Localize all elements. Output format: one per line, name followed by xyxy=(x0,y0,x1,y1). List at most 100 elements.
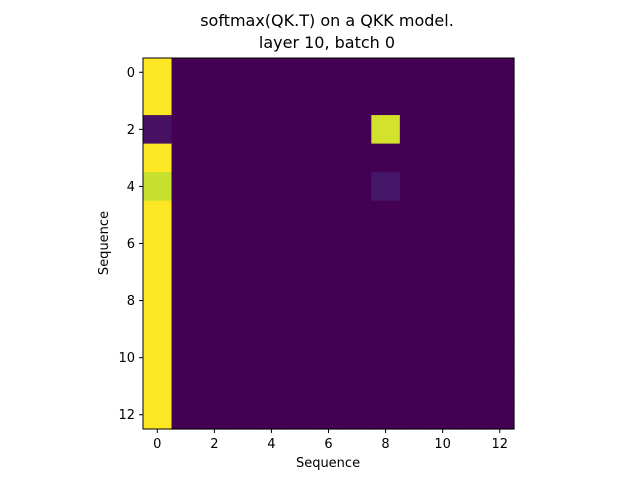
heatmap-cell xyxy=(228,343,258,373)
heatmap-cell xyxy=(428,172,458,202)
heatmap-cell xyxy=(428,200,458,230)
heatmap-cell xyxy=(257,115,287,145)
heatmap-cell xyxy=(257,172,287,202)
y-tick-label: 0 xyxy=(127,66,135,81)
heatmap-cell xyxy=(285,86,315,116)
heatmap-cell xyxy=(171,115,201,145)
heatmap-cell xyxy=(428,400,458,430)
heatmap-cell xyxy=(171,257,201,287)
heatmap-cell xyxy=(371,229,401,259)
heatmap-cell xyxy=(285,257,315,287)
heatmap-cell xyxy=(285,58,315,88)
heatmap-cell xyxy=(314,115,344,145)
heatmap-cell xyxy=(143,400,173,430)
y-axis-ticks: 0 2 4 6 8 10 12 xyxy=(118,66,143,423)
heatmap-cell xyxy=(257,58,287,88)
heatmap-cell xyxy=(399,371,429,402)
heatmap-cell xyxy=(257,86,287,116)
heatmap-cell xyxy=(428,115,458,145)
heatmap-cell xyxy=(171,58,201,88)
heatmap-cell xyxy=(171,172,201,202)
heatmap-cell xyxy=(399,286,429,316)
heatmap-cell xyxy=(428,314,458,344)
heatmap-cell xyxy=(485,200,515,230)
heatmap-cell xyxy=(285,343,315,373)
heatmap-cell xyxy=(171,314,201,344)
heatmap-cell xyxy=(371,400,401,430)
heatmap-cell xyxy=(200,371,230,402)
heatmap-cell xyxy=(456,172,487,202)
heatmap-cell xyxy=(428,229,458,259)
heatmap-cell xyxy=(143,58,173,88)
x-tick-label: 8 xyxy=(381,437,389,452)
heatmap-cell xyxy=(143,200,173,230)
heatmap-cell xyxy=(200,143,230,173)
heatmap-cell xyxy=(285,115,315,145)
heatmap-cell xyxy=(428,143,458,173)
heatmap-cell xyxy=(200,115,230,145)
heatmap-cell xyxy=(456,86,487,116)
heatmap-cell xyxy=(200,257,230,287)
heatmap-cell xyxy=(399,86,429,116)
heatmap-cell xyxy=(428,343,458,373)
heatmap-cell xyxy=(228,314,258,344)
heatmap-cell xyxy=(456,371,487,402)
heatmap-cell xyxy=(228,115,258,145)
heatmap-cell xyxy=(143,229,173,259)
heatmap-cell xyxy=(285,400,315,430)
heatmap-cell xyxy=(257,200,287,230)
heatmap-cells xyxy=(143,58,515,430)
heatmap-cell xyxy=(143,286,173,316)
heatmap-cell xyxy=(485,86,515,116)
heatmap-cell xyxy=(371,115,401,145)
heatmap-cell xyxy=(399,200,429,230)
heatmap-cell xyxy=(285,200,315,230)
heatmap-cell xyxy=(485,257,515,287)
heatmap-cell xyxy=(399,314,429,344)
heatmap-cell xyxy=(428,286,458,316)
heatmap-cell xyxy=(371,143,401,173)
heatmap-cell xyxy=(314,172,344,202)
heatmap-cell xyxy=(171,400,201,430)
x-tick-label: 6 xyxy=(324,437,332,452)
x-tick-label: 12 xyxy=(491,437,508,452)
heatmap-cell xyxy=(228,371,258,402)
heatmap-cell xyxy=(428,58,458,88)
heatmap-cell xyxy=(371,257,401,287)
heatmap-cell xyxy=(314,86,344,116)
heatmap-cell xyxy=(314,400,344,430)
heatmap-cell xyxy=(171,286,201,316)
heatmap-cell xyxy=(485,58,515,88)
heatmap-cell xyxy=(342,143,372,173)
heatmap-cell xyxy=(143,314,173,344)
y-tick-label: 6 xyxy=(127,237,135,252)
heatmap-cell xyxy=(314,257,344,287)
heatmap-cell xyxy=(228,229,258,259)
x-tick-label: 4 xyxy=(267,437,275,452)
heatmap-cell xyxy=(428,257,458,287)
heatmap-cell xyxy=(456,143,487,173)
heatmap-cell xyxy=(200,172,230,202)
heatmap-cell xyxy=(143,343,173,373)
heatmap-cell xyxy=(257,371,287,402)
heatmap-cell xyxy=(228,400,258,430)
heatmap-cell xyxy=(257,143,287,173)
heatmap-cell xyxy=(228,200,258,230)
heatmap-cell xyxy=(456,314,487,344)
heatmap-cell xyxy=(143,86,173,116)
heatmap-cell xyxy=(399,343,429,373)
heatmap-cell xyxy=(143,115,173,145)
heatmap-cell xyxy=(228,58,258,88)
heatmap-cell xyxy=(456,200,487,230)
heatmap-cell xyxy=(143,371,173,402)
heatmap-cell xyxy=(485,172,515,202)
heatmap-cell xyxy=(456,286,487,316)
heatmap-cell xyxy=(399,229,429,259)
heatmap-cell xyxy=(285,143,315,173)
heatmap-cell xyxy=(257,400,287,430)
heatmap-cell xyxy=(228,86,258,116)
heatmap-cell xyxy=(342,343,372,373)
heatmap-cell xyxy=(456,229,487,259)
x-tick-label: 0 xyxy=(153,437,161,452)
